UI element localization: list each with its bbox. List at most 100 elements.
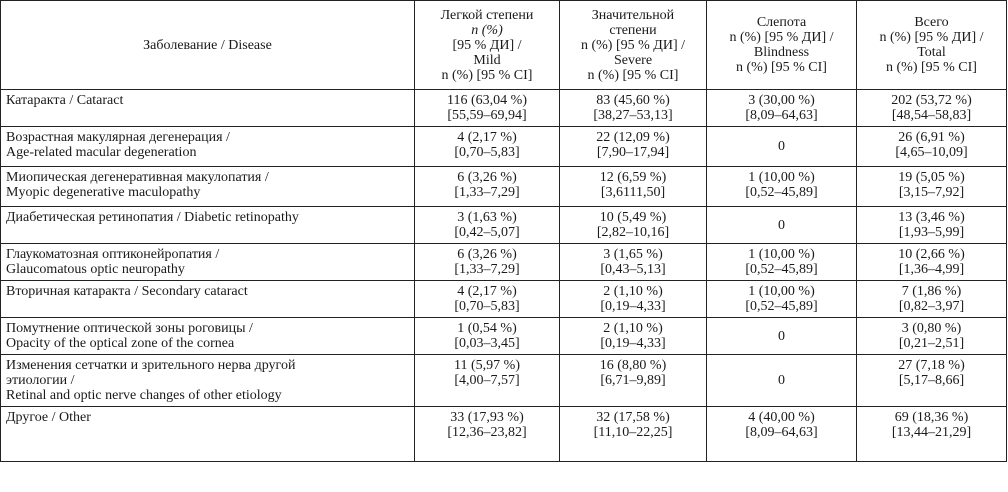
total-cell: 3 (0,80 %) [0,21–2,51] <box>856 317 1007 355</box>
disease-table: Заболевание / Disease Легкой степени n (… <box>0 0 1007 462</box>
mild-value-line: [4,00–7,57] <box>454 373 520 388</box>
severe-value-line: [2,82–10,16] <box>596 225 670 240</box>
header-blindness-line: Слепота <box>756 15 807 30</box>
severe-value-line: 16 (8,80 %) <box>599 358 667 373</box>
header-blindness-line: Blindness <box>753 45 810 60</box>
disease-name-line: Другое / Other <box>6 410 91 425</box>
total-value-line: 27 (7,18 %) <box>898 358 965 373</box>
disease-cell: Катаракта / Cataract <box>0 89 415 127</box>
blindness-value-line: 0 <box>778 373 785 388</box>
total-cell: 202 (53,72 %) [48,54–58,83] <box>856 89 1007 127</box>
blindness-cell: 4 (40,00 %) [8,09–64,63] <box>706 406 857 462</box>
severe-cell: 2 (1,10 %) [0,19–4,33] <box>559 317 707 355</box>
mild-cell: 6 (3,26 %) [1,33–7,29] <box>414 243 560 281</box>
blindness-cell: 0 <box>706 317 857 355</box>
header-blindness-line: n (%) [95 % ДИ] / <box>729 30 834 45</box>
header-mild-line: [95 % ДИ] / <box>452 37 522 53</box>
disease-cell: Возрастная макулярная дегенерация / Age-r… <box>0 126 415 167</box>
total-cell: 10 (2,66 %) [1,36–4,99] <box>856 243 1007 281</box>
mild-value-line: 6 (3,26 %) <box>457 247 517 262</box>
header-blindness-line: n (%) [95 % CI] <box>736 60 827 75</box>
header-blindness: Слепота n (%) [95 % ДИ] / Blindness n (%… <box>706 0 857 90</box>
header-row: Заболевание / Disease Легкой степени n (… <box>0 0 1007 90</box>
mild-cell: 116 (63,04 %) [55,59–69,94] <box>414 89 560 127</box>
total-cell: 27 (7,18 %) [5,17–8,66] <box>856 354 1007 407</box>
disease-name-line: Age-related macular degeneration <box>6 145 197 160</box>
header-mild: Легкой степени n (%) [95 % ДИ] / Mild n … <box>414 0 560 90</box>
total-value-line: 202 (53,72 %) <box>891 93 972 108</box>
total-cell: 7 (1,86 %) [0,82–3,97] <box>856 280 1007 318</box>
table-row: Диабетическая ретинопатия / Diabetic ret… <box>0 206 1007 244</box>
severe-value-line: 2 (1,10 %) <box>603 321 663 336</box>
mild-value-line: 6 (3,26 %) <box>457 170 517 185</box>
disease-name-line: Глаукоматозная оптиконейропатия / <box>6 247 220 262</box>
disease-cell: Вторичная катаракта / Secondary cataract <box>0 280 415 318</box>
disease-cell: Миопическая дегенеративная макулопатия /… <box>0 166 415 207</box>
total-cell: 13 (3,46 %) [1,93–5,99] <box>856 206 1007 244</box>
mild-value-line: 1 (0,54 %) <box>457 321 517 336</box>
blindness-cell: 0 <box>706 206 857 244</box>
blindness-value-line: 0 <box>778 328 785 344</box>
blindness-value-line: 0 <box>778 139 785 154</box>
severe-cell: 16 (8,80 %) [6,71–9,89] <box>559 354 707 407</box>
header-total-line: Total <box>917 45 946 60</box>
table-row: Другое / Other 33 (17,93 %) [12,36–23,82] 3… <box>0 406 1007 462</box>
header-severe-line: Значительной <box>591 7 675 23</box>
blindness-value-line: 1 (10,00 %) <box>748 170 815 185</box>
mild-cell: 11 (5,97 %) [4,00–7,57] <box>414 354 560 407</box>
mild-value-line: [55,59–69,94] <box>447 108 527 123</box>
severe-cell: 22 (12,09 %) [7,90–17,94] <box>559 126 707 167</box>
severe-value-line: [6,71–9,89] <box>600 373 666 388</box>
blindness-value-line: [0,52–45,89] <box>745 185 818 200</box>
blindness-value-line: [0,52–45,89] <box>745 299 818 314</box>
mild-value-line: 11 (5,97 %) <box>454 358 520 373</box>
total-value-line: [1,93–5,99] <box>898 225 965 240</box>
blindness-cell: 0 <box>706 354 857 407</box>
blindness-cell: 1 (10,00 %) [0,52–45,89] <box>706 243 857 281</box>
mild-value-line: 3 (1,63 %) <box>457 210 517 225</box>
disease-name-line: Изменения сетчатки и зрительного нерва д… <box>6 358 296 373</box>
severe-value-line: 12 (6,59 %) <box>599 170 667 185</box>
blindness-value-line: [8,09–64,63] <box>745 108 818 123</box>
disease-name-line: Opacity of the optical zone of the corne… <box>6 336 235 351</box>
severe-value-line: [11,10–22,25] <box>593 425 673 440</box>
disease-name-line: Вторичная катаракта / Secondary cataract <box>6 284 248 299</box>
mild-value-line: [0,03–3,45] <box>454 336 520 351</box>
disease-name-line: Glaucomatous optic neuropathy <box>6 262 185 277</box>
mild-value-line: 4 (2,17 %) <box>457 130 517 145</box>
total-value-line: [3,15–7,92] <box>898 185 965 200</box>
header-total-line: n (%) [95 % ДИ] / <box>879 30 984 45</box>
severe-value-line: 2 (1,10 %) <box>603 284 663 299</box>
total-value-line: [0,82–3,97] <box>898 299 965 314</box>
header-severe-line: n (%) [95 % ДИ] / <box>580 37 686 53</box>
severe-value-line: [38,27–53,13] <box>593 108 673 123</box>
header-total: Всего n (%) [95 % ДИ] / Total n (%) [95 … <box>856 0 1007 90</box>
total-cell: 69 (18,36 %) [13,44–21,29] <box>856 406 1007 462</box>
header-total-line: Всего <box>914 15 949 30</box>
disease-name-line: Миопическая дегенеративная макулопатия / <box>6 170 269 185</box>
mild-value-line: [0,70–5,83] <box>454 145 520 160</box>
table-row: Вторичная катаракта / Secondary cataract… <box>0 280 1007 318</box>
table-row: Изменения сетчатки и зрительного нерва д… <box>0 354 1007 407</box>
header-mild-line: Легкой степени <box>440 7 534 23</box>
total-cell: 19 (5,05 %) [3,15–7,92] <box>856 166 1007 207</box>
severe-value-line: 22 (12,09 %) <box>596 130 670 145</box>
mild-cell: 4 (2,17 %) [0,70–5,83] <box>414 280 560 318</box>
mild-value-line: [0,42–5,07] <box>454 225 520 240</box>
total-value-line: 13 (3,46 %) <box>898 210 965 225</box>
severe-value-line: [7,90–17,94] <box>596 145 670 160</box>
blindness-cell: 1 (10,00 %) [0,52–45,89] <box>706 280 857 318</box>
header-mild-line: n (%) <box>471 22 503 38</box>
severe-cell: 3 (1,65 %) [0,43–5,13] <box>559 243 707 281</box>
header-severe-line: степени <box>609 22 657 38</box>
severe-value-line: 83 (45,60 %) <box>596 93 670 108</box>
mild-value-line: [1,33–7,29] <box>454 262 520 277</box>
total-value-line: [48,54–58,83] <box>891 108 972 123</box>
blindness-cell: 3 (30,00 %) [8,09–64,63] <box>706 89 857 127</box>
disease-name-line: Помутнение оптической зоны роговицы / <box>6 321 253 336</box>
total-value-line: [5,17–8,66] <box>898 373 965 388</box>
total-value-line: 7 (1,86 %) <box>901 284 962 299</box>
mild-value-line: 4 (2,17 %) <box>457 284 517 299</box>
total-value-line: 10 (2,66 %) <box>898 247 965 262</box>
blindness-value-line: 0 <box>778 217 785 233</box>
